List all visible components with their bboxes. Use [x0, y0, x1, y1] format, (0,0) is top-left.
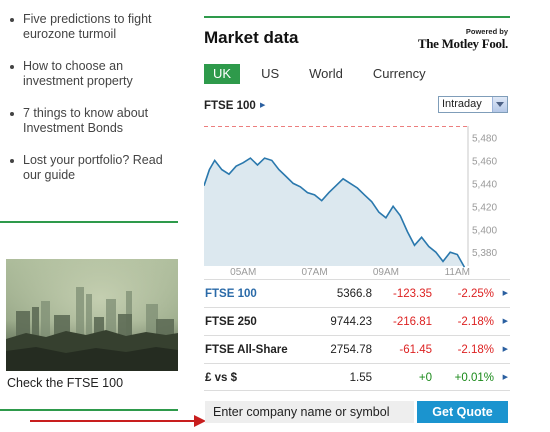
- divider: [204, 16, 510, 18]
- company-search-input[interactable]: [205, 401, 414, 423]
- related-links: Five predictions to fight eurozone turmo…: [0, 12, 180, 200]
- quote-price: 9744.23: [330, 316, 372, 328]
- x-tick-label: 09AM: [373, 267, 399, 276]
- index-header: FTSE 100 ▶ Intraday: [204, 96, 510, 118]
- arrow-right-icon[interactable]: ▶: [502, 346, 508, 353]
- quote-price: 5366.8: [336, 288, 372, 300]
- period-select[interactable]: Intraday: [438, 96, 508, 113]
- related-link-text[interactable]: 7 things to know about Investment Bonds: [23, 106, 149, 135]
- related-link[interactable]: Five predictions to fight eurozone turmo…: [0, 12, 180, 42]
- market-tabs: UK US World Currency: [204, 64, 447, 84]
- quote-name[interactable]: £ vs $: [205, 372, 237, 384]
- quote-name[interactable]: FTSE All-Share: [205, 344, 288, 356]
- arrow-right-icon[interactable]: ▶: [502, 290, 508, 297]
- chart-area: [204, 158, 465, 268]
- get-quote-button[interactable]: Get Quote: [417, 401, 508, 423]
- quote-name[interactable]: FTSE 250: [205, 316, 257, 328]
- quote-pct: -2.18%: [457, 316, 494, 328]
- related-link-text[interactable]: How to choose an investment property: [23, 59, 133, 88]
- skyline-photo[interactable]: [6, 259, 178, 371]
- period-select-value: Intraday: [442, 98, 482, 110]
- arrow-right-icon[interactable]: ▶: [502, 318, 508, 325]
- red-arrow-icon: [30, 415, 206, 427]
- chevron-down-icon[interactable]: [492, 97, 507, 112]
- related-link-text[interactable]: Lost your portfolio? Read our guide: [23, 153, 163, 182]
- skyline-image: [6, 259, 178, 371]
- y-tick-label: 5,420: [472, 202, 497, 213]
- quote-price: 2754.78: [330, 344, 372, 356]
- quotes-table: FTSE 100 5366.8 -123.35 -2.25% ▶ FTSE 25…: [204, 279, 510, 391]
- quote-pct: +0.01%: [454, 372, 494, 384]
- tab-world[interactable]: World: [309, 66, 343, 81]
- related-link[interactable]: 7 things to know about Investment Bonds: [0, 106, 180, 136]
- table-row[interactable]: FTSE All-Share 2754.78 -61.45 -2.18% ▶: [204, 335, 510, 363]
- table-row[interactable]: FTSE 250 9744.23 -216.81 -2.18% ▶: [204, 307, 510, 335]
- quote-change: -61.45: [399, 344, 432, 356]
- photo-caption[interactable]: Check the FTSE 100: [7, 376, 124, 390]
- intraday-chart: 5,480 5,460 5,440 5,420 5,400 5,380 05AM 07AM 09…: [204, 126, 497, 276]
- quote-change: -216.81: [392, 316, 432, 328]
- quote-price: 1.55: [349, 372, 372, 384]
- chart-line: [204, 157, 466, 268]
- x-tick-label: 11AM: [445, 267, 470, 276]
- arrow-right-icon[interactable]: ▶: [502, 374, 508, 381]
- y-tick-label: 5,460: [472, 156, 497, 167]
- quote-change: +0: [418, 372, 432, 384]
- table-row[interactable]: FTSE 100 5366.8 -123.35 -2.25% ▶: [204, 279, 510, 307]
- arrow-right-icon[interactable]: ▶: [260, 102, 266, 109]
- quote-search: Get Quote: [204, 400, 510, 424]
- quote-pct: -2.25%: [457, 288, 494, 300]
- powered-by-text: Powered by: [465, 27, 508, 36]
- table-row[interactable]: £ vs $ 1.55 +0 +0.01% ▶: [204, 363, 510, 391]
- y-tick-label: 5,480: [472, 133, 497, 144]
- y-tick-label: 5,380: [472, 248, 497, 259]
- x-tick-label: 05AM: [230, 267, 256, 276]
- x-tick-label: 07AM: [302, 267, 328, 276]
- y-tick-label: 5,440: [472, 179, 497, 190]
- widget-title: Market data: [204, 28, 299, 47]
- related-link[interactable]: Lost your portfolio? Read our guide: [0, 153, 180, 183]
- tab-us[interactable]: US: [261, 66, 280, 81]
- quote-pct: -2.18%: [457, 344, 494, 356]
- quote-name[interactable]: FTSE 100: [205, 288, 257, 300]
- quote-change: -123.35: [392, 288, 432, 300]
- related-link[interactable]: How to choose an investment property: [0, 59, 180, 89]
- selected-index-name[interactable]: FTSE 100: [204, 100, 256, 112]
- divider: [0, 409, 178, 411]
- tab-uk[interactable]: UK: [204, 64, 241, 84]
- y-tick-label: 5,400: [472, 225, 497, 236]
- powered-by-logo[interactable]: Powered by The Motley Fool.: [418, 28, 508, 52]
- tab-currency[interactable]: Currency: [372, 66, 426, 81]
- related-link-text[interactable]: Five predictions to fight eurozone turmo…: [23, 12, 152, 41]
- brand-logo: The Motley Fool.: [417, 35, 508, 51]
- divider: [0, 221, 178, 223]
